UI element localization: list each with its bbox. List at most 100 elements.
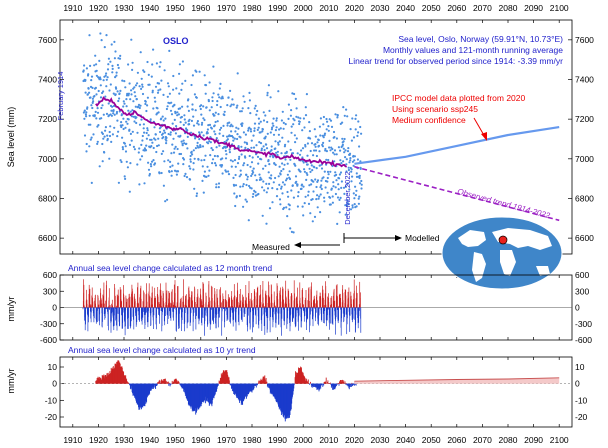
data-point	[214, 162, 217, 165]
data-point	[139, 104, 142, 107]
data-point	[169, 160, 172, 163]
data-point	[302, 161, 305, 164]
data-point	[295, 115, 298, 118]
data-point	[279, 173, 282, 176]
data-point	[230, 103, 233, 106]
data-point	[323, 200, 326, 203]
data-point	[344, 185, 347, 188]
data-point	[256, 128, 259, 131]
data-point	[195, 192, 199, 195]
data-point	[217, 186, 220, 189]
data-point	[219, 82, 222, 85]
data-point	[124, 86, 127, 89]
data-point	[259, 131, 262, 134]
data-point	[235, 106, 238, 109]
data-point	[277, 175, 280, 178]
data-point	[238, 175, 241, 178]
data-point	[169, 165, 172, 168]
data-point	[327, 129, 330, 132]
data-point	[123, 80, 126, 83]
ipcc-model-line	[354, 126, 560, 165]
data-point	[160, 152, 163, 155]
data-point	[344, 149, 347, 152]
data-point	[354, 128, 357, 131]
data-point	[294, 97, 297, 100]
data-point	[138, 147, 141, 150]
data-point	[237, 157, 241, 160]
data-point	[202, 105, 205, 108]
data-point	[300, 149, 303, 152]
data-point	[168, 92, 171, 95]
data-point	[143, 182, 146, 185]
running-average-line	[95, 96, 348, 168]
data-point	[280, 169, 283, 173]
x-tick-label-top: 2010	[319, 3, 338, 13]
data-point	[127, 63, 130, 66]
data-point	[186, 129, 189, 132]
data-point	[124, 177, 127, 180]
data-point	[286, 215, 289, 218]
data-point	[181, 105, 184, 108]
data-point	[246, 163, 249, 167]
data-point	[207, 124, 210, 127]
ipcc-line-3: Medium confidence	[392, 115, 466, 125]
data-point	[304, 106, 307, 109]
data-point	[345, 170, 348, 173]
data-point	[328, 146, 331, 149]
data-point	[266, 91, 269, 94]
data-point	[329, 119, 333, 122]
ipcc-line-1: IPCC model data plotted from 2020	[392, 93, 526, 103]
data-point	[204, 84, 208, 87]
data-point	[294, 141, 297, 144]
data-point	[279, 127, 282, 130]
data-point	[93, 114, 96, 117]
x-tick-label-top: 2050	[422, 3, 441, 13]
data-point	[189, 167, 192, 170]
y-tick-label: -20	[45, 412, 58, 422]
data-point	[180, 115, 183, 119]
y-tick-label-right: 7600	[575, 35, 594, 45]
data-point	[318, 125, 321, 128]
data-point	[317, 197, 320, 200]
data-point	[333, 153, 336, 156]
data-point	[272, 117, 275, 120]
data-point	[101, 132, 104, 135]
data-point	[313, 166, 316, 169]
data-point	[118, 92, 121, 95]
data-point	[130, 115, 133, 118]
data-point	[84, 78, 87, 82]
data-point	[92, 133, 95, 136]
data-point	[340, 180, 343, 183]
data-point	[184, 121, 187, 124]
data-point	[287, 140, 290, 143]
data-point	[182, 163, 185, 166]
data-point	[295, 180, 298, 183]
data-point	[332, 185, 335, 188]
data-point	[111, 105, 114, 108]
data-point	[311, 198, 314, 201]
data-point	[191, 74, 194, 77]
data-point	[150, 160, 154, 163]
data-point	[83, 134, 87, 137]
data-point	[156, 144, 159, 148]
data-point	[216, 120, 219, 123]
data-point	[103, 46, 106, 49]
data-point	[326, 191, 329, 194]
data-point	[204, 154, 207, 157]
x-tick-label-bottom: 1920	[89, 435, 108, 445]
data-point	[259, 142, 263, 145]
data-point	[329, 170, 332, 173]
data-point	[303, 126, 306, 129]
data-point	[109, 60, 112, 63]
data-point	[153, 96, 156, 99]
data-point	[280, 185, 283, 188]
data-point	[241, 122, 244, 125]
data-point	[354, 117, 357, 120]
data-point	[190, 119, 193, 122]
measured-arrow-head	[294, 242, 301, 248]
x-tick-label-bottom: 1990	[268, 435, 287, 445]
data-point	[304, 195, 307, 198]
data-point	[160, 117, 163, 120]
data-point	[270, 149, 273, 152]
model-line	[354, 377, 560, 382]
